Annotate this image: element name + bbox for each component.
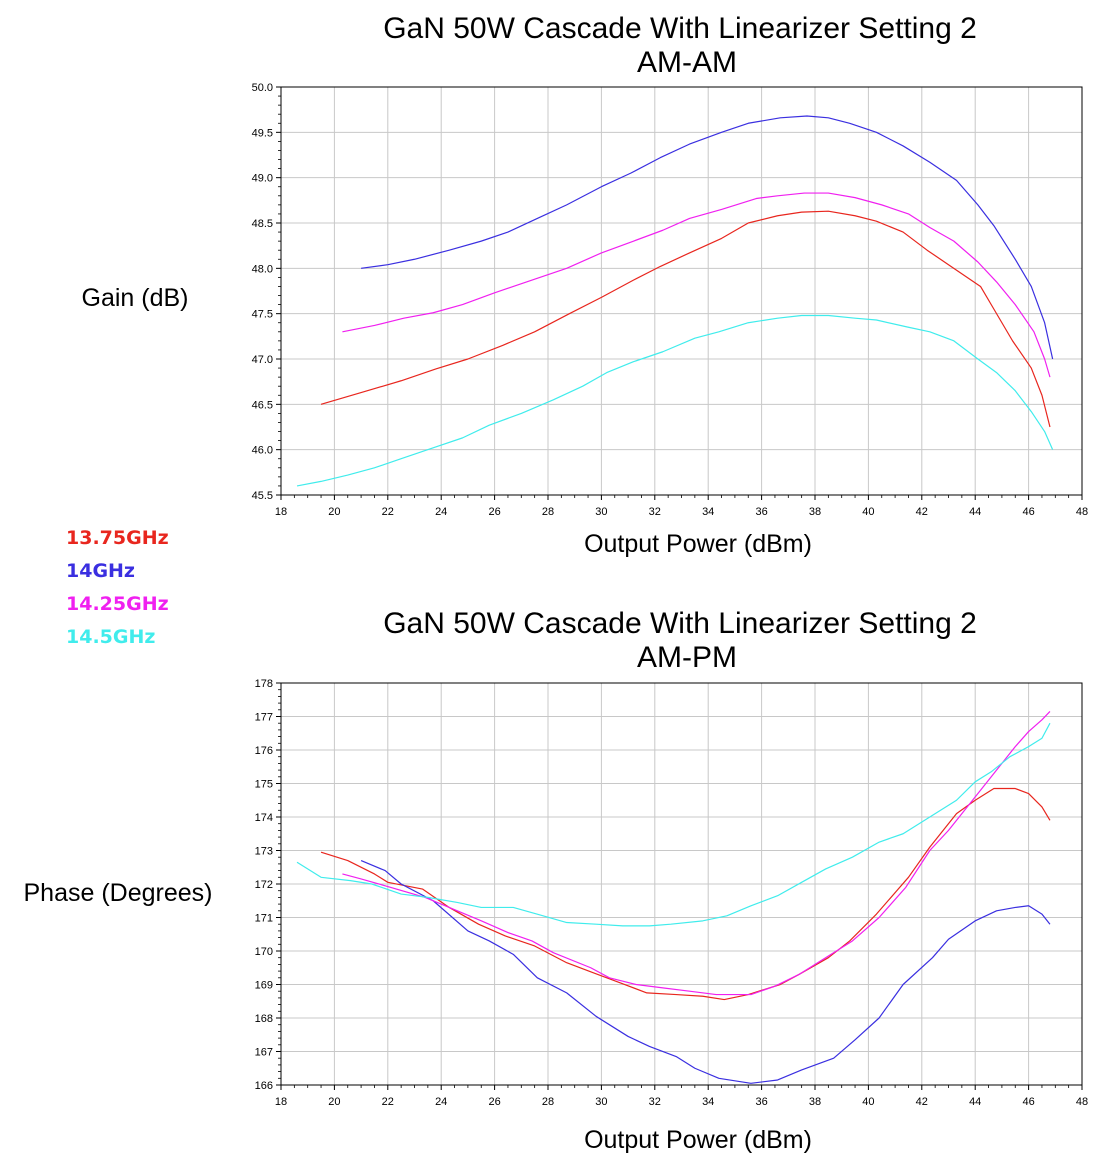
am-am-ytick-label: 47.0 xyxy=(252,354,273,366)
am-pm-xtick-label: 32 xyxy=(649,1096,661,1108)
am-pm-xtick-label: 22 xyxy=(382,1096,394,1108)
am-pm-ytick-label: 174 xyxy=(255,812,273,824)
am-pm-xtick-label: 30 xyxy=(595,1096,607,1108)
am-pm-xtick-label: 42 xyxy=(916,1096,928,1108)
am-pm-ytick-label: 170 xyxy=(255,946,273,958)
am-am-xtick-label: 34 xyxy=(702,506,714,518)
am-am-grid xyxy=(281,87,1082,495)
am-pm-xtick-label: 38 xyxy=(809,1096,821,1108)
am-am-xtick-label: 30 xyxy=(595,506,607,518)
am-pm-ytick-label: 171 xyxy=(255,913,273,925)
am-pm-ytick-label: 167 xyxy=(255,1047,273,1059)
am-am-plot-frame xyxy=(280,86,1083,496)
am-pm-xtick-label: 20 xyxy=(328,1096,340,1108)
am-pm-plot-frame xyxy=(280,682,1083,1086)
am-am-ytick-label: 48.5 xyxy=(252,218,273,230)
am-am-chart: GaN 50W Cascade With Linearizer Setting … xyxy=(82,12,1089,558)
am-am-xtick-label: 28 xyxy=(542,506,554,518)
am-am-title: GaN 50W Cascade With Linearizer Setting … xyxy=(383,12,977,45)
am-pm-xtick-label: 48 xyxy=(1076,1096,1088,1108)
am-am-xtick-label: 42 xyxy=(916,506,928,518)
am-pm-title: GaN 50W Cascade With Linearizer Setting … xyxy=(383,607,977,640)
am-pm-series-14-5ghz xyxy=(296,722,1051,927)
legend: 13.75GHz 14GHz 14.25GHz 14.5GHz xyxy=(66,522,169,654)
am-pm-ylabel: Phase (Degrees) xyxy=(24,879,213,907)
am-am-series xyxy=(296,115,1054,487)
am-am-ytick-label: 47.5 xyxy=(252,309,273,321)
am-pm-ytick-label: 169 xyxy=(255,980,273,992)
am-am-series-14-25ghz xyxy=(342,192,1051,378)
am-pm-ytick-label: 177 xyxy=(255,712,273,724)
am-pm-ytick-label: 178 xyxy=(255,678,273,690)
legend-item-14ghz: 14GHz xyxy=(66,560,135,582)
am-pm-series-14ghz xyxy=(360,859,1051,1084)
am-am-xtick-label: 24 xyxy=(435,506,447,518)
am-pm-xtick-label: 24 xyxy=(435,1096,447,1108)
am-pm-ticks: 18 20 22 24 26 28 30 32 34 36 38 40 42 44 46 48 166 167 16… xyxy=(255,678,1088,1108)
am-pm-xtick-label: 26 xyxy=(488,1096,500,1108)
am-pm-xtick-label: 40 xyxy=(862,1096,874,1108)
am-pm-xtick-label: 44 xyxy=(969,1096,981,1108)
legend-item-14-5ghz: 14.5GHz xyxy=(66,626,156,648)
am-am-ytick-label: 46.0 xyxy=(252,445,273,457)
am-am-subtitle: AM-AM xyxy=(637,46,737,79)
am-pm-ytick-label: 168 xyxy=(255,1013,273,1025)
am-pm-xtick-label: 28 xyxy=(542,1096,554,1108)
am-am-xtick-label: 18 xyxy=(275,506,287,518)
am-am-xtick-label: 38 xyxy=(809,506,821,518)
am-pm-series-14-25ghz xyxy=(342,711,1051,996)
am-am-ytick-label: 46.5 xyxy=(252,399,273,411)
am-am-xtick-label: 32 xyxy=(649,506,661,518)
am-pm-grid xyxy=(281,683,1082,1085)
am-am-xtick-label: 20 xyxy=(328,506,340,518)
am-pm-ytick-label: 176 xyxy=(255,745,273,757)
am-pm-ytick-label: 175 xyxy=(255,779,273,791)
am-pm-series-13-75ghz xyxy=(320,787,1051,1001)
am-am-xtick-label: 26 xyxy=(488,506,500,518)
legend-item-14-25ghz: 14.25GHz xyxy=(66,593,169,615)
am-pm-xlabel: Output Power (dBm) xyxy=(584,1126,812,1154)
am-am-ylabel: Gain (dB) xyxy=(82,284,189,312)
am-am-ytick-label: 49.0 xyxy=(252,173,273,185)
am-pm-xtick-label: 34 xyxy=(702,1096,714,1108)
am-pm-ytick-label: 172 xyxy=(255,879,273,891)
am-am-xtick-label: 44 xyxy=(969,506,981,518)
am-am-ticks: 18 20 22 24 26 28 30 32 34 36 38 40 42 44 46 48 45.5 46.0… xyxy=(252,82,1089,518)
am-pm-chart: GaN 50W Cascade With Linearizer Setting … xyxy=(24,607,1089,1154)
am-am-ytick-label: 48.0 xyxy=(252,263,273,275)
am-am-xtick-label: 36 xyxy=(755,506,767,518)
legend-item-13-75ghz: 13.75GHz xyxy=(66,527,169,549)
am-am-ytick-label: 45.5 xyxy=(252,490,273,502)
am-am-xlabel: Output Power (dBm) xyxy=(584,530,812,558)
am-am-ytick-label: 49.5 xyxy=(252,127,273,139)
am-am-xtick-label: 48 xyxy=(1076,506,1088,518)
am-am-series-14-5ghz xyxy=(296,314,1054,487)
am-pm-xtick-label: 18 xyxy=(275,1096,287,1108)
am-am-ytick-label: 50.0 xyxy=(252,82,273,94)
am-pm-ytick-label: 166 xyxy=(255,1080,273,1092)
am-am-xtick-label: 22 xyxy=(382,506,394,518)
am-am-xtick-label: 46 xyxy=(1022,506,1034,518)
am-pm-xtick-label: 46 xyxy=(1022,1096,1034,1108)
am-am-xtick-label: 40 xyxy=(862,506,874,518)
am-am-series-13-75ghz xyxy=(320,210,1051,428)
am-am-series-14ghz xyxy=(361,115,1054,360)
am-pm-subtitle: AM-PM xyxy=(637,641,737,674)
am-pm-series xyxy=(296,711,1051,1084)
am-pm-xtick-label: 36 xyxy=(755,1096,767,1108)
am-pm-ytick-label: 173 xyxy=(255,846,273,858)
